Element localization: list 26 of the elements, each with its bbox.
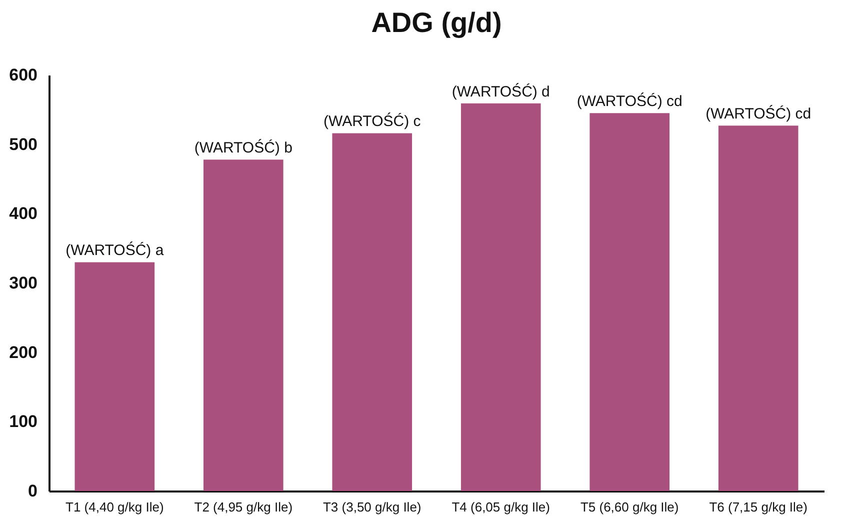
y-tick-label: 0 [28, 482, 38, 500]
bar [718, 126, 798, 491]
y-tick-label: 300 [9, 274, 38, 292]
x-tick-label: T2 (4,95 g/kg Ile) [194, 500, 293, 514]
x-tick-label: T3 (3,50 g/kg Ile) [322, 500, 422, 514]
y-tick-label: 100 [9, 412, 38, 432]
bar [203, 160, 284, 491]
data-label: (WARTOŚĆ) d [452, 82, 550, 100]
data-label: (WARTOŚĆ) cd [706, 104, 812, 123]
data-label: (WARTOŚĆ) b [194, 138, 292, 157]
data-label: (WARTOŚĆ) cd [576, 92, 682, 110]
data-label: (WARTOŚĆ) c [324, 112, 422, 130]
bar [332, 133, 412, 491]
x-tick-label: T5 (6,60 g/kg Ile) [580, 500, 679, 514]
bar [590, 113, 670, 491]
x-tick-label: T4 (6,05 g/kg Ile) [452, 500, 550, 514]
y-tick-label: 400 [9, 204, 38, 224]
y-tick-label: 600 [9, 66, 38, 84]
y-tick-label: 500 [9, 134, 38, 154]
chart-title: ADG (g/d) [371, 7, 502, 38]
y-tick-label: 200 [9, 342, 38, 362]
x-tick-label: T6 (7,15 g/kg Ile) [709, 500, 808, 514]
x-tick-label: T1 (4,40 g/kg Ile) [66, 500, 164, 514]
bar [74, 262, 155, 491]
data-label: (WARTOŚĆ) a [66, 241, 164, 260]
bar [460, 103, 541, 491]
